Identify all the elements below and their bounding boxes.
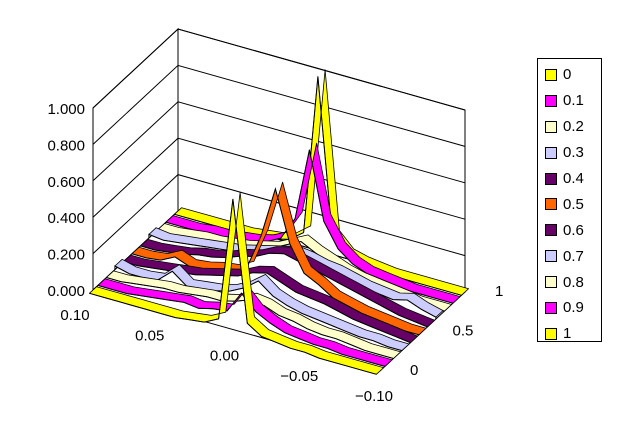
legend-swatch [545,68,557,81]
z-tick-label: 1.000 [47,101,85,118]
legend-label: 0.3 [563,144,584,162]
legend-swatch [545,94,557,107]
legend-label: 1 [563,325,572,343]
z-tick-label: 0.800 [47,137,85,154]
legend-label: 0.5 [563,195,584,213]
legend-swatch [545,276,557,289]
legend-entry: 0.4 [538,166,601,192]
chart-ribbons [89,69,470,375]
legend-swatch [545,198,557,211]
series-edge [89,199,377,375]
legend-label: 0.2 [563,118,584,136]
legend-swatch [545,146,557,159]
legend-swatch [545,172,557,185]
series-edge [97,284,386,367]
legend-entry: 0.9 [538,295,601,321]
depth-tick-label: 0 [410,362,418,379]
legend-label: 0.4 [563,170,584,187]
x-tick-label: 0.05 [135,327,164,344]
z-gridline [92,174,466,257]
depth-tick-label: 0.5 [453,323,474,340]
z-gridline [92,101,466,184]
legend-label: 0.9 [563,299,584,317]
x-tick-label: 0.10 [60,307,89,324]
chart-tick-labels: 0.0000.2000.4000.6000.8001.0000.100.050.… [47,101,503,405]
legend-swatch [545,120,557,133]
legend-entry: 0 [538,62,601,88]
legend-entry: 0.5 [538,191,601,217]
z-gridline [92,137,466,220]
legend-entry: 0.3 [538,140,601,166]
z-tick-label: 0.600 [47,174,85,191]
x-tick-label: −0.05 [280,368,318,385]
legend-label: 0.8 [563,273,584,291]
z-gridline [92,28,466,111]
x-tick-label: −0.10 [355,388,393,405]
legend-label: 0 [563,66,572,84]
legend-label: 0.6 [563,221,584,239]
z-gridline [92,64,466,147]
legend-swatch [545,327,557,340]
chart-legend: 0 0.1 0.2 0.3 0.4 0.5 0.6 0.7 0.8 0.9 1 [537,58,602,342]
legend-entry: 0.6 [538,217,601,243]
depth-tick-label: 1 [495,283,503,300]
legend-entry: 1 [538,321,601,347]
legend-entry: 0.8 [538,269,601,295]
legend-entry: 0.7 [538,243,601,269]
legend-label: 0.1 [563,92,584,110]
x-tick-label: 0.00 [210,348,239,365]
legend-swatch [545,250,557,263]
z-tick-label: 0.000 [47,283,85,300]
legend-label: 0.7 [563,247,584,265]
z-tick-label: 0.400 [47,210,85,227]
legend-entry: 0.2 [538,114,601,140]
legend-swatch [545,224,557,237]
legend-swatch [545,301,557,314]
z-tick-label: 0.200 [47,247,85,264]
legend-entry: 0.1 [538,88,601,114]
